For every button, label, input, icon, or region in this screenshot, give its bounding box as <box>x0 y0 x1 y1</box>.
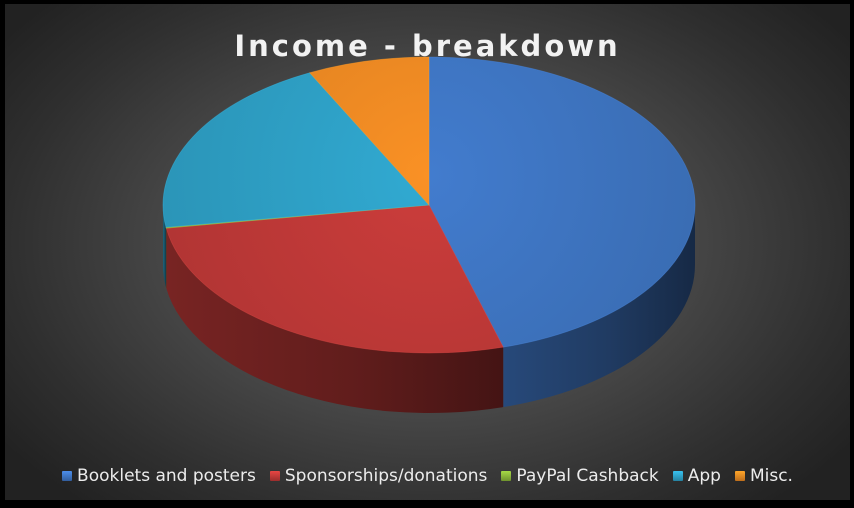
legend-item: PayPal Cashback <box>501 466 659 486</box>
legend-item: Booklets and posters <box>62 466 256 486</box>
pie-side-sponsorships-donations <box>166 228 504 413</box>
legend-label: PayPal Cashback <box>516 466 659 486</box>
legend-item: Sponsorships/donations <box>269 466 488 486</box>
pie-slice-sponsorships-donations <box>165 204 504 354</box>
legend-swatch <box>734 471 745 481</box>
pie-slice-app <box>162 72 430 228</box>
legend-label: Sponsorships/donations <box>284 466 488 486</box>
chart-area: Income - breakdown Booklets and posters S… <box>5 4 850 500</box>
pie-side-booklets-and-posters <box>503 205 695 408</box>
legend: Booklets and posters Sponsorships/donatio… <box>5 466 850 486</box>
legend-swatch <box>501 471 512 481</box>
pie-slice-misc- <box>309 56 430 207</box>
legend-label: App <box>687 466 721 486</box>
pie-chart <box>162 56 696 413</box>
legend-swatch <box>672 471 683 481</box>
legend-item: App <box>672 466 721 486</box>
legend-swatch <box>62 471 73 481</box>
legend-item: Misc. <box>734 466 793 486</box>
legend-label: Booklets and posters <box>77 466 256 486</box>
legend-label: Misc. <box>749 466 793 486</box>
legend-swatch <box>269 471 280 481</box>
pie-slice-booklets-and-posters <box>428 56 696 348</box>
